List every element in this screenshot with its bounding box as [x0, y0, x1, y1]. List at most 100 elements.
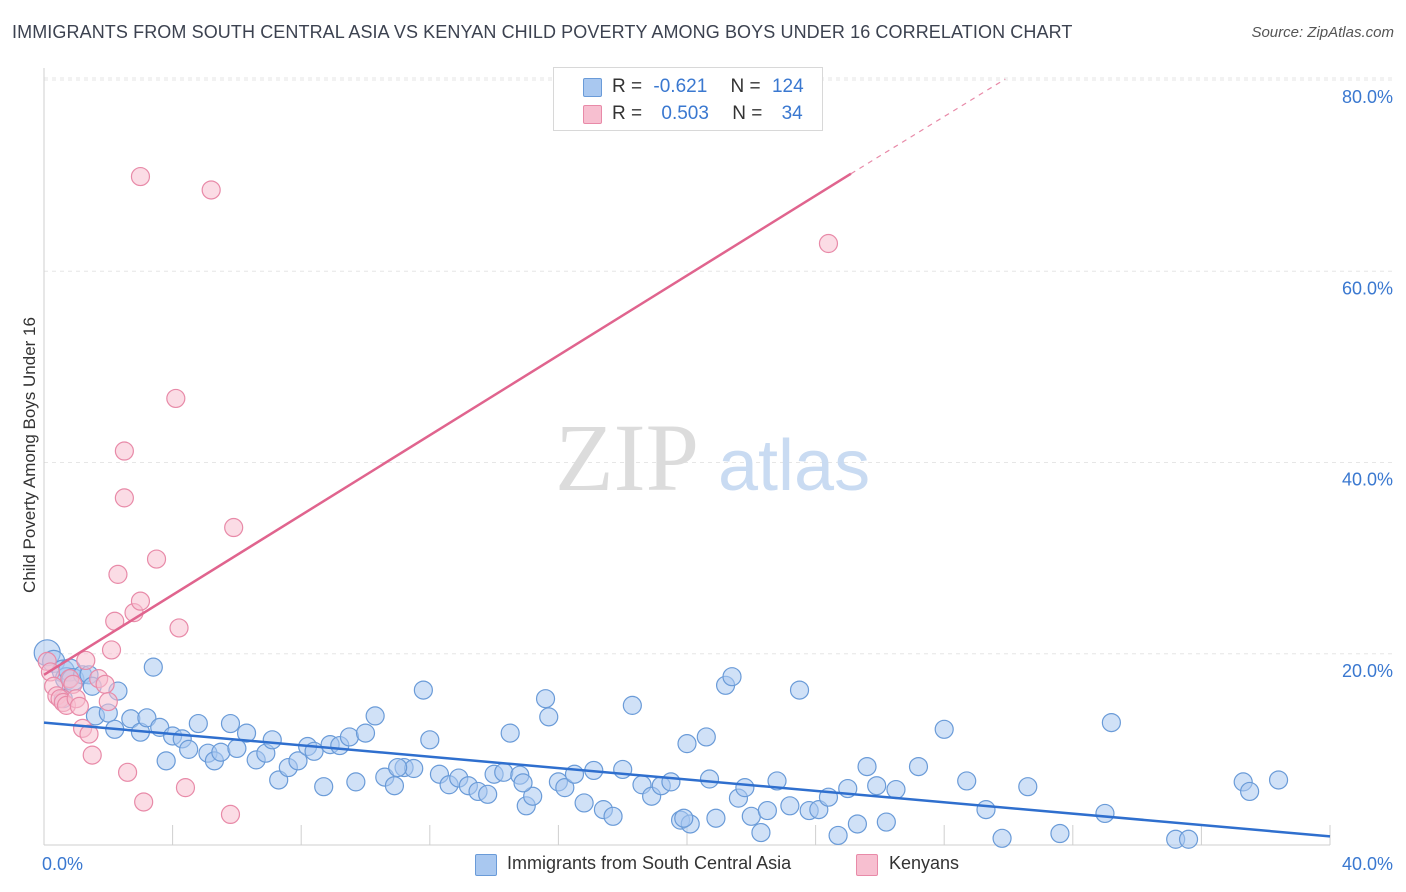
chart-title: IMMIGRANTS FROM SOUTH CENTRAL ASIA VS KE… — [12, 22, 1073, 42]
point-immigrants — [613, 759, 633, 780]
point-immigrants — [137, 708, 157, 728]
point-immigrants — [677, 734, 697, 754]
point-immigrants — [674, 808, 694, 828]
point-kenyans — [79, 724, 99, 744]
point-kenyans — [95, 674, 115, 694]
legend-swatch-blue — [475, 854, 497, 876]
point-immigrants — [696, 727, 716, 747]
point-kenyans — [220, 804, 241, 825]
axes — [43, 68, 1331, 846]
point-immigrants — [555, 778, 575, 798]
point-immigrants — [934, 719, 954, 739]
x-tick-label: 40.0% — [1342, 854, 1393, 874]
point-kenyans — [201, 180, 221, 200]
legend-label-blue: Immigrants from South Central Asia — [507, 853, 792, 873]
legend-row-pink: R = 0.503 N = 34 — [612, 103, 803, 125]
point-immigrants — [735, 778, 755, 798]
correlation-legend: R = -0.621 N = 124 R = 0.503 N = 34 — [553, 67, 823, 131]
n-label: N = — [732, 103, 763, 124]
point-kenyans — [114, 488, 134, 508]
point-kenyans — [69, 696, 89, 716]
point-immigrants — [211, 742, 231, 762]
point-immigrants — [722, 667, 742, 687]
legend-swatch-blue — [583, 78, 602, 97]
point-immigrants — [355, 723, 376, 743]
point-immigrants — [1240, 781, 1260, 802]
point-immigrants — [494, 762, 514, 782]
r-label: R = — [612, 76, 643, 97]
point-immigrants — [622, 695, 642, 715]
point-immigrants — [179, 739, 199, 759]
point-kenyans — [169, 618, 189, 638]
legend-row-blue: R = -0.621 N = 124 — [612, 76, 804, 98]
watermark-atlas: atlas — [718, 426, 870, 506]
watermark: ZIP atlas — [555, 404, 870, 511]
source-label: Source: ZipAtlas.com — [1251, 24, 1394, 41]
point-immigrants — [535, 689, 556, 709]
point-immigrants — [867, 776, 887, 796]
series-legend: Immigrants from South Central Asia Kenya… — [0, 852, 1406, 878]
point-immigrants — [220, 713, 241, 734]
point-immigrants — [908, 756, 929, 777]
point-kenyans — [175, 778, 196, 798]
point-immigrants — [539, 707, 559, 727]
point-immigrants — [420, 730, 440, 750]
x-tick-label: 0.0% — [42, 854, 83, 874]
trend-lines — [43, 78, 1331, 838]
point-kenyans — [130, 166, 151, 187]
y-tick-label: 20.0% — [1342, 661, 1393, 681]
point-kenyans — [146, 549, 167, 569]
point-kenyans — [98, 691, 118, 712]
n-label: N = — [730, 76, 761, 97]
point-kenyans — [114, 441, 134, 461]
point-immigrants — [780, 796, 800, 816]
n-value-pink: 34 — [781, 103, 803, 124]
point-immigrants — [661, 772, 681, 792]
point-kenyans — [224, 517, 244, 538]
point-immigrants — [847, 814, 867, 834]
point-immigrants — [789, 680, 810, 700]
n-value-blue: 124 — [771, 76, 804, 97]
trend-line-immigrants — [43, 721, 1331, 838]
legend-swatch-pink — [583, 105, 602, 124]
point-immigrants — [751, 822, 771, 843]
point-immigrants — [857, 756, 877, 777]
point-immigrants — [478, 784, 498, 804]
trend-line-kenyans — [43, 172, 852, 676]
r-value-pink: 0.503 — [661, 103, 709, 124]
trend-line-kenyans-extension — [850, 78, 1006, 175]
point-kenyans — [101, 640, 122, 660]
point-immigrants — [1101, 712, 1121, 733]
point-immigrants — [1178, 829, 1199, 849]
point-kenyans — [82, 745, 102, 765]
point-immigrants — [876, 812, 896, 832]
point-kenyans — [818, 233, 839, 254]
point-immigrants — [339, 727, 360, 747]
point-immigrants — [828, 825, 848, 846]
point-immigrants — [388, 757, 408, 778]
y-tick-label: 80.0% — [1342, 87, 1393, 107]
point-immigrants — [143, 657, 163, 677]
point-immigrants — [757, 800, 777, 821]
point-immigrants — [1268, 770, 1289, 790]
point-immigrants — [188, 713, 208, 734]
point-immigrants — [236, 723, 257, 743]
point-immigrants — [976, 800, 996, 820]
point-immigrants — [384, 776, 405, 796]
point-kenyans — [108, 564, 128, 584]
point-kenyans — [76, 650, 96, 671]
point-immigrants — [603, 806, 623, 826]
point-immigrants — [767, 771, 787, 791]
point-immigrants — [288, 751, 308, 771]
point-immigrants — [404, 758, 424, 779]
point-immigrants — [523, 786, 543, 806]
r-label: R = — [612, 103, 643, 124]
point-immigrants — [262, 730, 282, 750]
point-immigrants — [156, 751, 176, 771]
point-immigrants — [314, 777, 334, 797]
y-tick-label: 60.0% — [1342, 278, 1393, 298]
legend-swatch-pink — [856, 854, 878, 876]
point-kenyans — [130, 591, 151, 611]
point-immigrants — [227, 738, 247, 759]
